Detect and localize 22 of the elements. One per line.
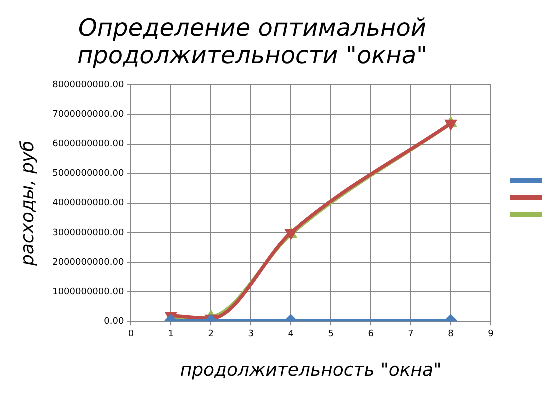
x-tick-label: 5: [328, 329, 334, 340]
y-tick-label: 7000000000.00: [52, 110, 124, 120]
x-tick-label: 8: [448, 329, 454, 340]
y-tick-label: 4000000000.00: [52, 198, 124, 209]
x-tick-label: 2: [208, 329, 214, 340]
chart-title: Определение оптимальной продолжительности "окна": [77, 14, 428, 70]
y-tick-label: 8000000000.00: [52, 80, 124, 91]
x-tick-label: 1: [168, 329, 174, 340]
y-tick-label: 5000000000.00: [52, 169, 124, 180]
x-axis-title: продолжительность "окна": [180, 360, 442, 381]
y-tick-label: 2000000000.00: [52, 258, 124, 268]
y-axis-title: расходы, руб: [17, 140, 38, 268]
x-tick-label: 6: [368, 329, 374, 340]
y-tick-label: 0.00: [104, 316, 124, 327]
x-tick-label: 0: [128, 329, 134, 340]
x-tick-label: 4: [288, 329, 294, 340]
y-tick-label: 3000000000.00: [52, 228, 124, 238]
x-tick-label: 3: [248, 329, 254, 340]
y-tick-label: 6000000000.00: [52, 140, 124, 150]
x-tick-label: 7: [408, 329, 414, 340]
x-tick-label: 9: [488, 329, 494, 340]
y-tick-label: 1000000000.00: [52, 287, 124, 298]
